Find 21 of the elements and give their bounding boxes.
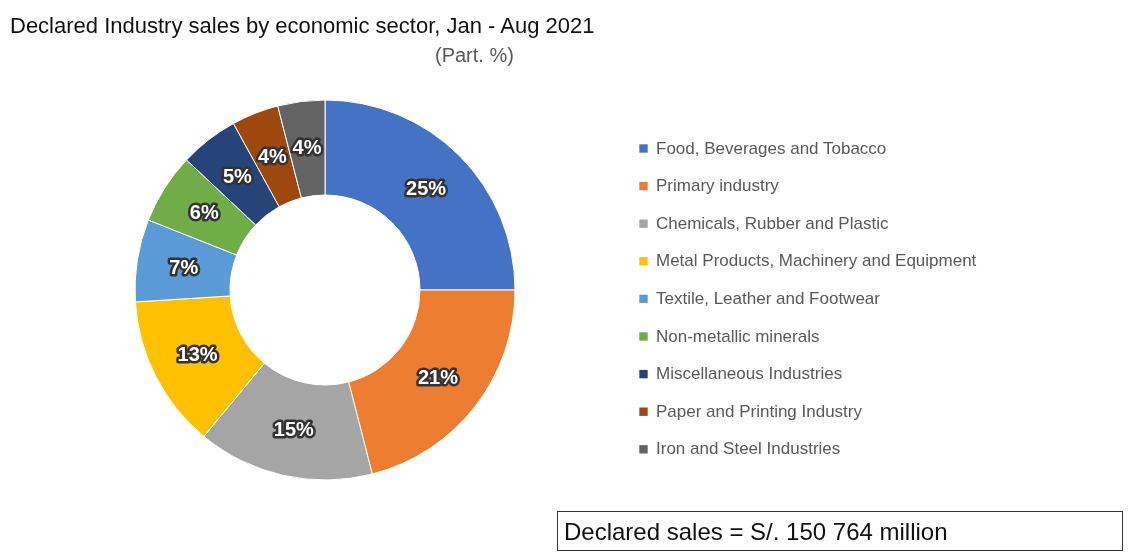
data-label: 15%	[273, 417, 315, 440]
data-label: 7%	[169, 255, 199, 278]
data-label: 6%	[189, 201, 219, 224]
legend-label: Food, Beverages and Tobacco	[656, 138, 887, 158]
legend-label: Miscellaneous Industries	[656, 364, 843, 384]
data-label: 13%	[177, 342, 218, 365]
legend-label: Chemicals, Rubber and Plastic	[656, 213, 889, 233]
legend-label: Primary industry	[656, 176, 780, 196]
chart-title: Declared Industry sales by economic sector, Jan - Aug 2021	[10, 13, 595, 38]
data-label: 21%	[417, 365, 459, 388]
legend-label: Metal Products, Machinery and Equipment	[656, 251, 977, 271]
data-label: 4%	[257, 145, 288, 168]
chart-subtitle: (Part. %)	[435, 44, 514, 67]
legend-label: Paper and Printing Industry	[656, 401, 863, 421]
data-label: 4%	[292, 136, 322, 159]
text: Declared sales = S/. 150 764 million	[557, 511, 1123, 551]
legend-label: Iron and Steel Industries	[656, 439, 841, 459]
data-label: 5%	[222, 165, 253, 188]
legend-label: Non-metallic minerals	[656, 326, 820, 346]
data-label: 25%	[406, 176, 447, 199]
legend-label: Textile, Leather and Footwear	[656, 288, 881, 308]
